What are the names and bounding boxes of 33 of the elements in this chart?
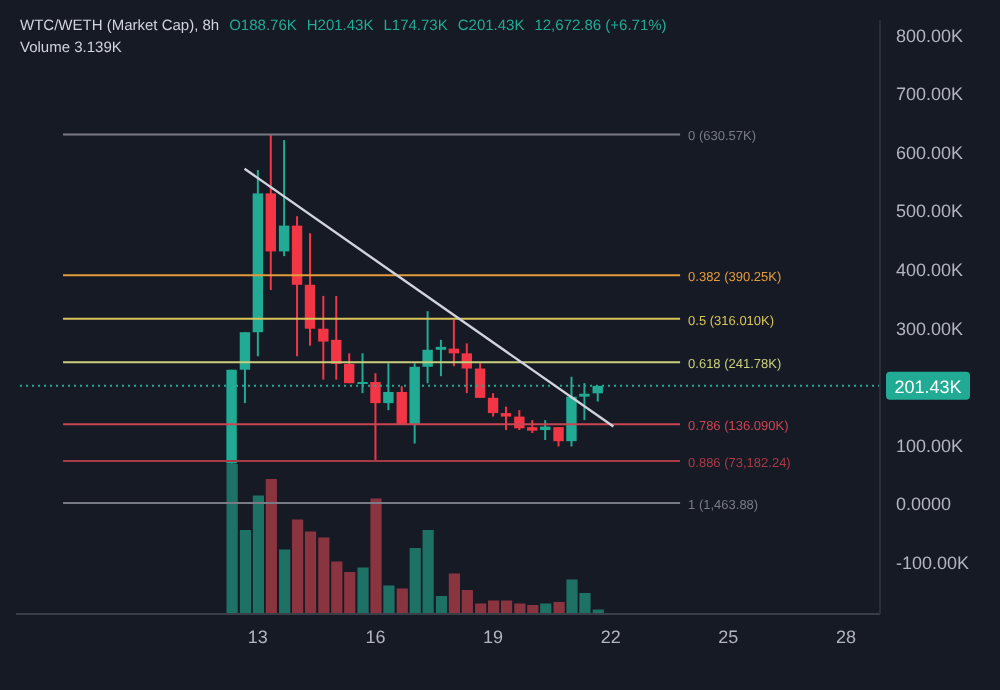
x-tick-label: 28 — [835, 626, 856, 647]
candlestick — [278, 139, 290, 258]
y-tick-label: 0.0000 — [896, 494, 952, 515]
x-tick-label: 22 — [600, 626, 621, 647]
candlestick — [343, 352, 355, 385]
x-tick-label: 19 — [483, 626, 504, 647]
candlestick — [500, 405, 512, 432]
bar — [383, 585, 395, 614]
candlestick — [396, 385, 407, 426]
y-tick-label: 800.00K — [896, 25, 964, 46]
x-tick-label: 25 — [718, 626, 739, 647]
x-tick-label: 13 — [247, 626, 268, 647]
bar — [357, 567, 369, 614]
candlestick — [487, 392, 499, 418]
ref-line-label: 201.43K — [894, 376, 962, 397]
y-tick-label: 600.00K — [896, 142, 964, 163]
x-tick-label: 16 — [365, 626, 386, 647]
candlestick — [304, 232, 316, 347]
bar — [396, 588, 408, 614]
candlestick — [474, 362, 486, 399]
bar — [279, 549, 291, 614]
bar — [553, 602, 565, 614]
y-tick-label: 100.00K — [896, 435, 964, 456]
y-tick-label: 700.00K — [896, 84, 964, 105]
bar — [265, 479, 277, 614]
candlestick — [553, 426, 564, 448]
bar — [370, 498, 382, 614]
candlestick — [435, 338, 447, 378]
y-tick-label: -100.00K — [896, 552, 970, 573]
y-tick-label: 500.00K — [896, 201, 964, 222]
y-tick-label: 300.00K — [896, 318, 964, 339]
candlestick — [370, 372, 381, 461]
y-tick-label: 400.00K — [896, 259, 964, 280]
